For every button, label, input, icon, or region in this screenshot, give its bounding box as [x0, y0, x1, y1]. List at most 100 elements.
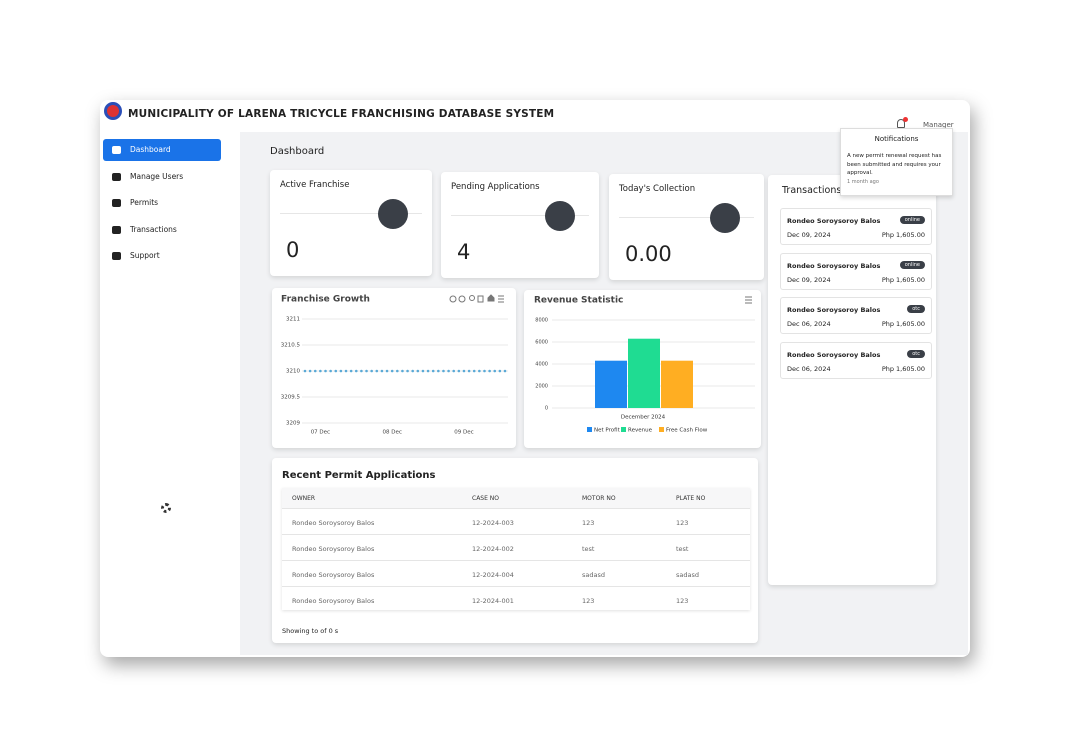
method-badge: online — [899, 216, 925, 224]
search-icon[interactable] — [469, 295, 475, 301]
point — [380, 369, 384, 373]
nav-item[interactable]: Transactions — [103, 219, 221, 241]
nav-item[interactable]: Support — [103, 245, 221, 267]
stat-label: Pending Applications — [451, 182, 540, 192]
franchise-card: Franchise Growth 3209 3209.5 3210 3210.5 321… — [272, 288, 516, 448]
point — [324, 369, 327, 373]
point — [478, 369, 481, 373]
settings-icon[interactable] — [161, 503, 171, 513]
point — [493, 369, 497, 373]
pan-icon[interactable] — [477, 295, 484, 303]
point — [385, 369, 389, 373]
amount: Php 1,605.00 — [881, 364, 925, 373]
bell-badge — [903, 117, 908, 122]
payer-name: Rondeo Soroysoroy Balos — [787, 217, 881, 225]
stat-icon — [378, 199, 408, 229]
table-cell: 12-2024-004 — [472, 571, 514, 579]
point — [488, 369, 491, 373]
legend-label: Net Profit — [594, 428, 621, 434]
transaction-item[interactable]: Rondeo Soroysoroy Balos online Dec 09, 202… — [780, 208, 932, 245]
zoom-out-icon[interactable] — [449, 295, 457, 303]
bar — [595, 360, 627, 408]
point — [303, 369, 307, 373]
table-row: Rondeo Soroysoroy Balos 12-2024-001 123 123 — [282, 586, 750, 612]
table-cell: sadasd — [582, 571, 605, 579]
y-tick-label: 8000 — [535, 318, 548, 324]
franchise-chart: Franchise Growth 3209 3209.5 3210 3210.5 321… — [281, 294, 508, 436]
legend-swatch — [659, 427, 664, 432]
payer-name: Rondeo Soroysoroy Balos — [787, 350, 881, 359]
zoom-in-icon[interactable] — [458, 295, 466, 303]
nav-item[interactable]: Dashboard — [103, 139, 221, 161]
nav-label: Support — [130, 251, 160, 260]
transaction-item[interactable]: Rondeo Soroysoroy Balos otc Dec 06, 2024 Ph… — [780, 341, 932, 379]
column-header: OWNER — [292, 495, 316, 502]
permits-table: OWNER CASE NO MOTOR NO PLATE NO Rondeo Soroy… — [282, 488, 750, 610]
nav-label: Manage Users — [130, 171, 184, 181]
stat-label: Active Franchise — [280, 180, 350, 190]
nav-icon — [112, 146, 121, 154]
home-icon[interactable] — [487, 294, 495, 302]
divider — [280, 213, 422, 214]
method-badge: online — [899, 260, 925, 269]
permits-card: Recent Permit Applications OWNER CASE NO M… — [272, 458, 758, 643]
nav-icon — [112, 225, 121, 234]
stat-value: 4 — [457, 240, 471, 264]
point — [390, 369, 394, 373]
point — [313, 369, 317, 373]
point — [426, 369, 430, 373]
transaction-item[interactable]: Rondeo Soroysoroy Balos online Dec 09, 202… — [780, 252, 932, 290]
x-tick-label: 07 Dec — [311, 430, 330, 436]
nav-item[interactable]: Permits — [103, 192, 221, 214]
point — [457, 369, 461, 373]
table-cell: test — [676, 545, 689, 553]
table-cell: Rondeo Soroysoroy Balos — [292, 519, 375, 527]
date: Dec 09, 2024 — [787, 231, 831, 239]
point — [375, 369, 379, 373]
bar — [628, 338, 660, 408]
table-footer: Showing to of 0 s — [282, 627, 339, 635]
stat-icon — [710, 203, 740, 233]
stat-label: Today's Collection — [619, 184, 696, 194]
table-cell: 123 — [676, 597, 689, 605]
nav-icon — [112, 199, 121, 207]
point — [334, 369, 338, 373]
divider — [619, 217, 754, 218]
notification-text[interactable]: A new permit renewal request has been su… — [847, 153, 942, 176]
table-cell: 12-2024-002 — [472, 545, 514, 553]
menu-icon[interactable] — [745, 296, 752, 304]
user-menu[interactable]: Manager — [923, 121, 954, 129]
payer-name: Rondeo Soroysoroy Balos — [787, 306, 881, 314]
point — [308, 369, 312, 373]
column-header: CASE NO — [472, 495, 500, 502]
bar — [661, 360, 693, 408]
y-tick-label: 0 — [545, 406, 548, 412]
point — [442, 369, 445, 373]
point — [421, 369, 425, 373]
transaction-item[interactable]: Rondeo Soroysoroy Balos otc Dec 06, 2024 Ph… — [780, 297, 932, 334]
table-cell: 123 — [582, 519, 595, 527]
y-tick-label: 2000 — [535, 384, 548, 390]
stat-card: Active Franchise 0 — [270, 170, 432, 276]
point — [411, 369, 414, 373]
point — [452, 369, 456, 373]
y-tick-label: 3209 — [286, 421, 300, 427]
table-cell: test — [582, 545, 595, 553]
point — [370, 369, 373, 373]
legend-swatch — [621, 427, 626, 432]
bell-icon[interactable] — [897, 119, 905, 128]
popup-title: Notifications — [874, 135, 919, 143]
point — [498, 369, 502, 373]
nav-item[interactable]: Manage Users — [103, 166, 221, 188]
table-cell: Rondeo Soroysoroy Balos — [292, 597, 375, 605]
nav-icon — [112, 172, 121, 181]
y-tick-label: 6000 — [535, 340, 548, 346]
point — [344, 369, 348, 373]
menu-icon[interactable] — [498, 295, 504, 303]
stat-value: 0.00 — [625, 242, 672, 266]
point — [354, 369, 358, 373]
date: Dec 06, 2024 — [787, 364, 831, 373]
y-tick-label: 3209.5 — [281, 395, 301, 401]
y-tick-label: 3211 — [286, 317, 300, 323]
legend-swatch — [587, 427, 592, 432]
